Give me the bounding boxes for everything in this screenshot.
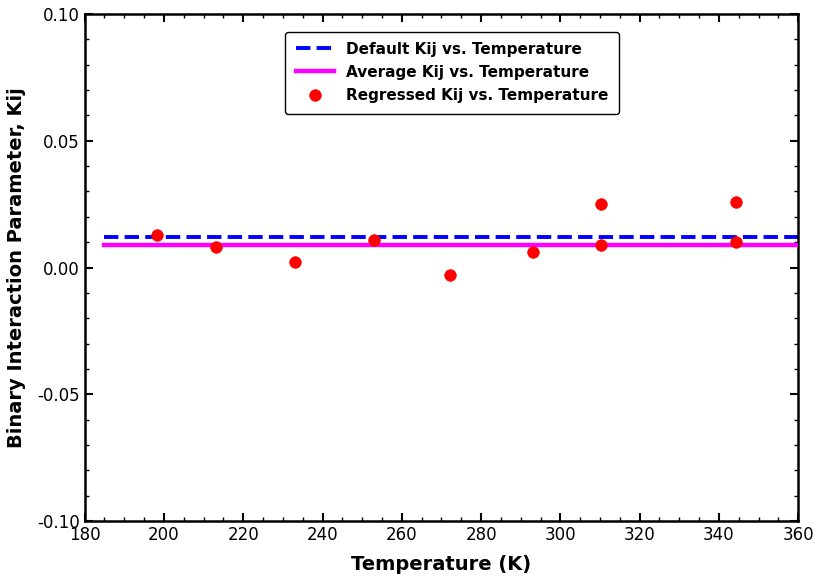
Regressed Kij vs. Temperature	[289, 258, 302, 267]
Regressed Kij vs. Temperature	[367, 235, 380, 244]
Legend: Default Kij vs. Temperature, Average Kij vs. Temperature, Regressed Kij vs. Temp: Default Kij vs. Temperature, Average Kij…	[285, 32, 619, 114]
Regressed Kij vs. Temperature	[526, 248, 539, 257]
Regressed Kij vs. Temperature	[443, 271, 456, 280]
Regressed Kij vs. Temperature	[209, 243, 222, 252]
Regressed Kij vs. Temperature	[729, 197, 742, 206]
X-axis label: Temperature (K): Temperature (K)	[351, 555, 531, 574]
Regressed Kij vs. Temperature	[594, 199, 608, 209]
Regressed Kij vs. Temperature	[594, 240, 608, 249]
Regressed Kij vs. Temperature	[150, 230, 163, 239]
Regressed Kij vs. Temperature	[729, 238, 742, 247]
Y-axis label: Binary Interaction Parameter, Kij: Binary Interaction Parameter, Kij	[7, 87, 26, 448]
